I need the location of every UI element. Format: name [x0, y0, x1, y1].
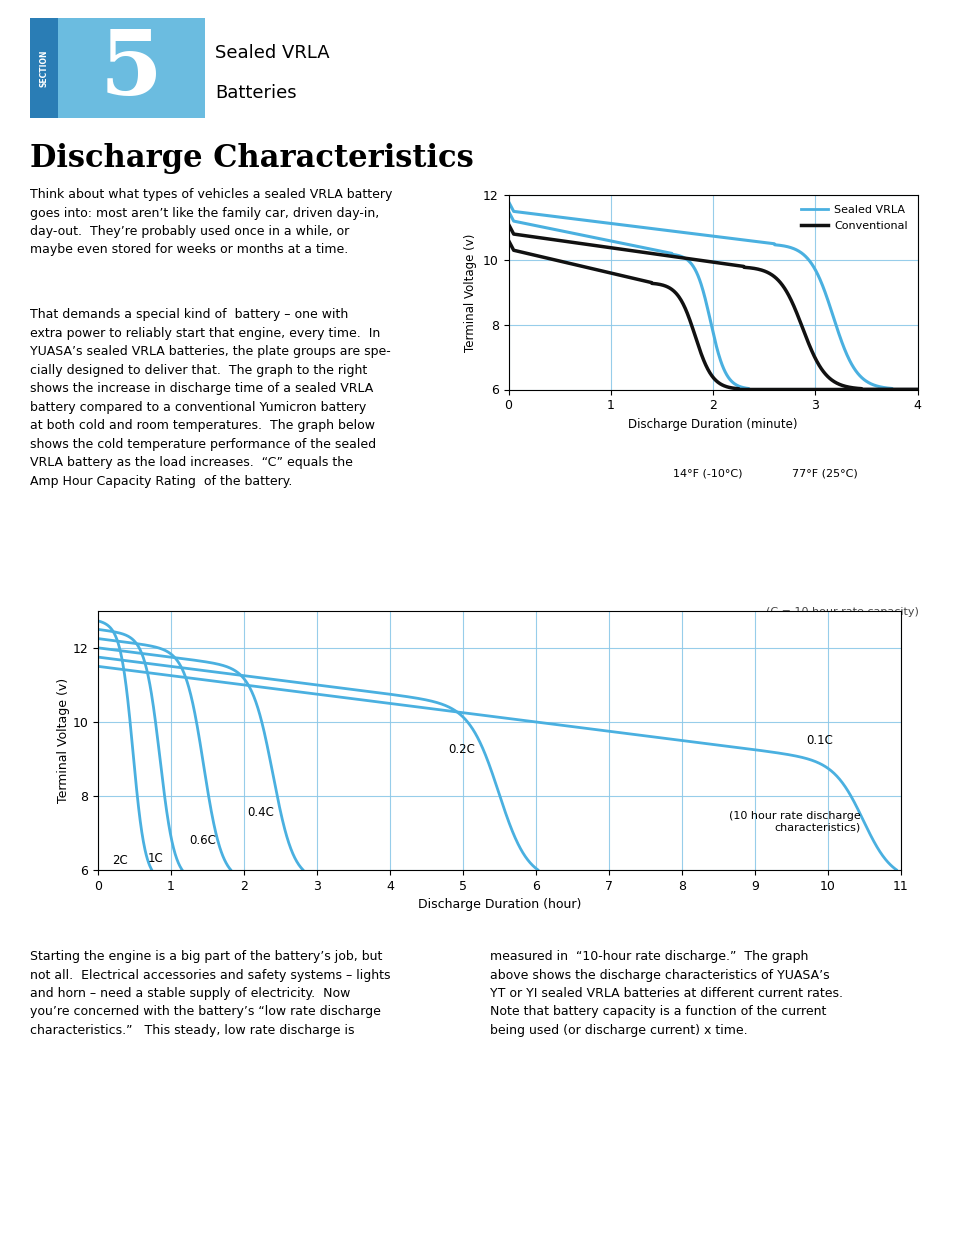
Text: (10 hour rate discharge
characteristics): (10 hour rate discharge characteristics): [728, 811, 861, 832]
Text: SECTION: SECTION: [39, 49, 49, 86]
Text: 20A Discharge Characteristics: 20A Discharge Characteristics: [609, 199, 787, 211]
Text: measured in  “10-hour rate discharge.”  The graph
above shows the discharge char: measured in “10-hour rate discharge.” Th…: [490, 950, 842, 1037]
Text: Discharge Characteristics of a: Discharge Characteristics of a: [311, 579, 546, 593]
Text: 0.6C: 0.6C: [189, 834, 216, 847]
Legend: Sealed VRLA, Conventional: Sealed VRLA, Conventional: [796, 201, 911, 235]
Text: 0.1C: 0.1C: [805, 734, 832, 747]
Text: Discharge Characteristics: Discharge Characteristics: [30, 143, 474, 174]
Y-axis label: Terminal Voltage (v): Terminal Voltage (v): [464, 233, 476, 352]
X-axis label: Discharge Duration (minute): Discharge Duration (minute): [628, 417, 797, 431]
Text: Sealed VRLA 4 AH Battery: Sealed VRLA 4 AH Battery: [600, 180, 795, 193]
Text: Batteries: Batteries: [214, 84, 296, 101]
Text: 1C: 1C: [148, 852, 163, 866]
Y-axis label: Terminal Voltage (v): Terminal Voltage (v): [56, 678, 70, 803]
Text: 29: 29: [422, 1157, 449, 1177]
Text: 0.2C: 0.2C: [448, 743, 475, 756]
Bar: [30, 19, 58, 119]
Text: 14°F (-10°C): 14°F (-10°C): [673, 468, 742, 478]
Text: Sealed VRLA: Sealed VRLA: [214, 44, 330, 62]
Text: Think about what types of vehicles a sealed VRLA battery
goes into: most aren’t : Think about what types of vehicles a sea…: [30, 188, 392, 257]
Text: Sealed VRLA Battery by Capacity: Sealed VRLA Battery by Capacity: [299, 593, 558, 608]
Text: High Rate Discharge Characteristics of a: High Rate Discharge Characteristics of a: [546, 163, 849, 177]
Text: Starting the engine is a big part of the battery’s job, but
not all.  Electrical: Starting the engine is a big part of the…: [30, 950, 390, 1037]
Text: 77°F (25°C): 77°F (25°C): [791, 468, 857, 478]
Text: That demands a special kind of  battery – one with
extra power to reliably start: That demands a special kind of battery –…: [30, 308, 391, 488]
Text: 5: 5: [100, 26, 163, 114]
Text: (C = 10 hour rate capacity): (C = 10 hour rate capacity): [765, 608, 918, 618]
Text: 0.4C: 0.4C: [248, 806, 274, 819]
Bar: [58, 19, 205, 119]
X-axis label: Discharge Duration (hour): Discharge Duration (hour): [417, 898, 580, 911]
Text: 2C: 2C: [112, 855, 129, 867]
